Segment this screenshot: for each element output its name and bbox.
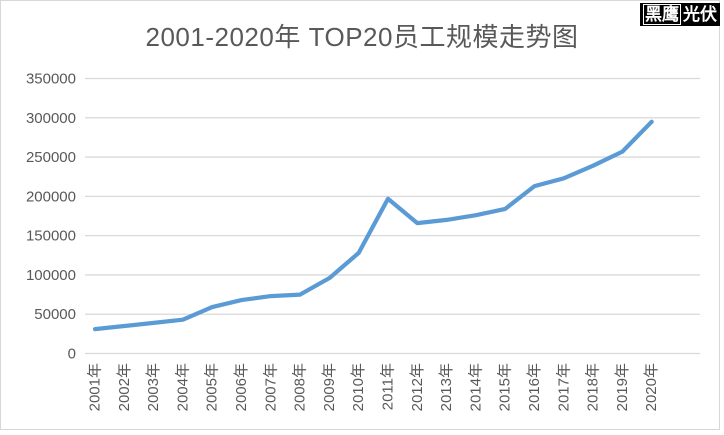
y-axis-tick-label: 0 — [68, 346, 76, 363]
x-axis-tick-label: 2017年 — [555, 363, 572, 411]
x-axis-tick-label: 2002年 — [116, 363, 133, 411]
y-axis-tick-label: 250000 — [26, 149, 76, 166]
x-axis-tick-label: 2010年 — [350, 363, 367, 411]
brand-logo-secondary-text: 光伏 — [683, 5, 717, 24]
y-axis-tick-label: 300000 — [26, 110, 76, 127]
y-axis-tick-label: 350000 — [26, 71, 76, 88]
x-axis-tick-label: 2009年 — [321, 363, 338, 411]
x-axis-tick-label: 2003年 — [145, 363, 162, 411]
x-axis-tick-label: 2016年 — [526, 363, 543, 411]
x-axis-tick-label: 2001年 — [87, 363, 104, 411]
x-axis-tick-label: 2006年 — [233, 363, 250, 411]
y-axis-tick-label: 100000 — [26, 267, 76, 284]
x-axis-tick-label: 2019年 — [614, 363, 631, 411]
x-axis-tick-label: 2013年 — [438, 363, 455, 411]
x-axis-tick-label: 2007年 — [262, 363, 279, 411]
brand-logo: 黑鹰 光伏 — [640, 3, 720, 26]
x-axis-tick-label: 2004年 — [174, 363, 191, 411]
brand-logo-primary-text: 黑鹰 — [643, 4, 681, 25]
chart-title: 2001-2020年 TOP20员工规模走势图 — [145, 22, 579, 52]
employee-trend-line — [92, 119, 654, 332]
x-axis-tick-label: 2018年 — [585, 363, 602, 411]
x-axis-tick-label: 2014年 — [467, 363, 484, 411]
x-axis-tick-label: 2012年 — [409, 363, 426, 411]
x-axis-tick-label: 2020年 — [643, 363, 660, 411]
y-axis-tick-label: 200000 — [26, 188, 76, 205]
y-axis-tick-label: 150000 — [26, 228, 76, 245]
x-axis-tick-label: 2008年 — [292, 363, 309, 411]
x-axis-tick-label: 2005年 — [204, 363, 221, 411]
x-axis-tick-label: 2015年 — [497, 363, 514, 411]
x-axis-tick-label: 2011年 — [380, 363, 397, 410]
y-axis-tick-label: 50000 — [34, 306, 76, 323]
